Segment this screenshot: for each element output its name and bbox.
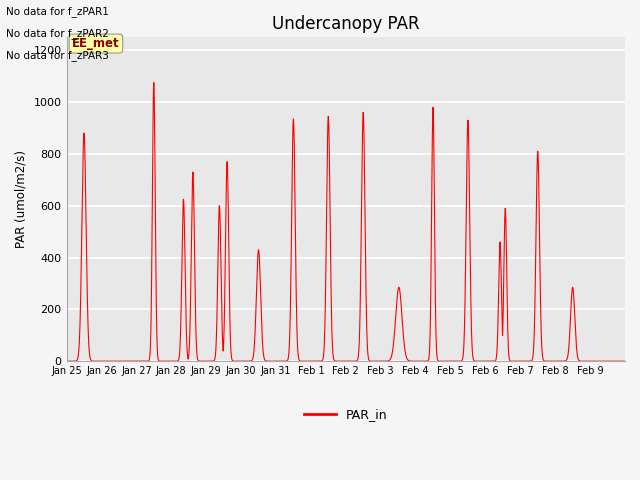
Legend: PAR_in: PAR_in	[300, 403, 392, 426]
Text: No data for f_zPAR3: No data for f_zPAR3	[6, 49, 109, 60]
Text: No data for f_zPAR1: No data for f_zPAR1	[6, 6, 109, 17]
Y-axis label: PAR (umol/m2/s): PAR (umol/m2/s)	[15, 150, 28, 248]
Text: No data for f_zPAR2: No data for f_zPAR2	[6, 28, 109, 39]
Title: Undercanopy PAR: Undercanopy PAR	[272, 15, 420, 33]
Text: EE_met: EE_met	[72, 37, 120, 50]
